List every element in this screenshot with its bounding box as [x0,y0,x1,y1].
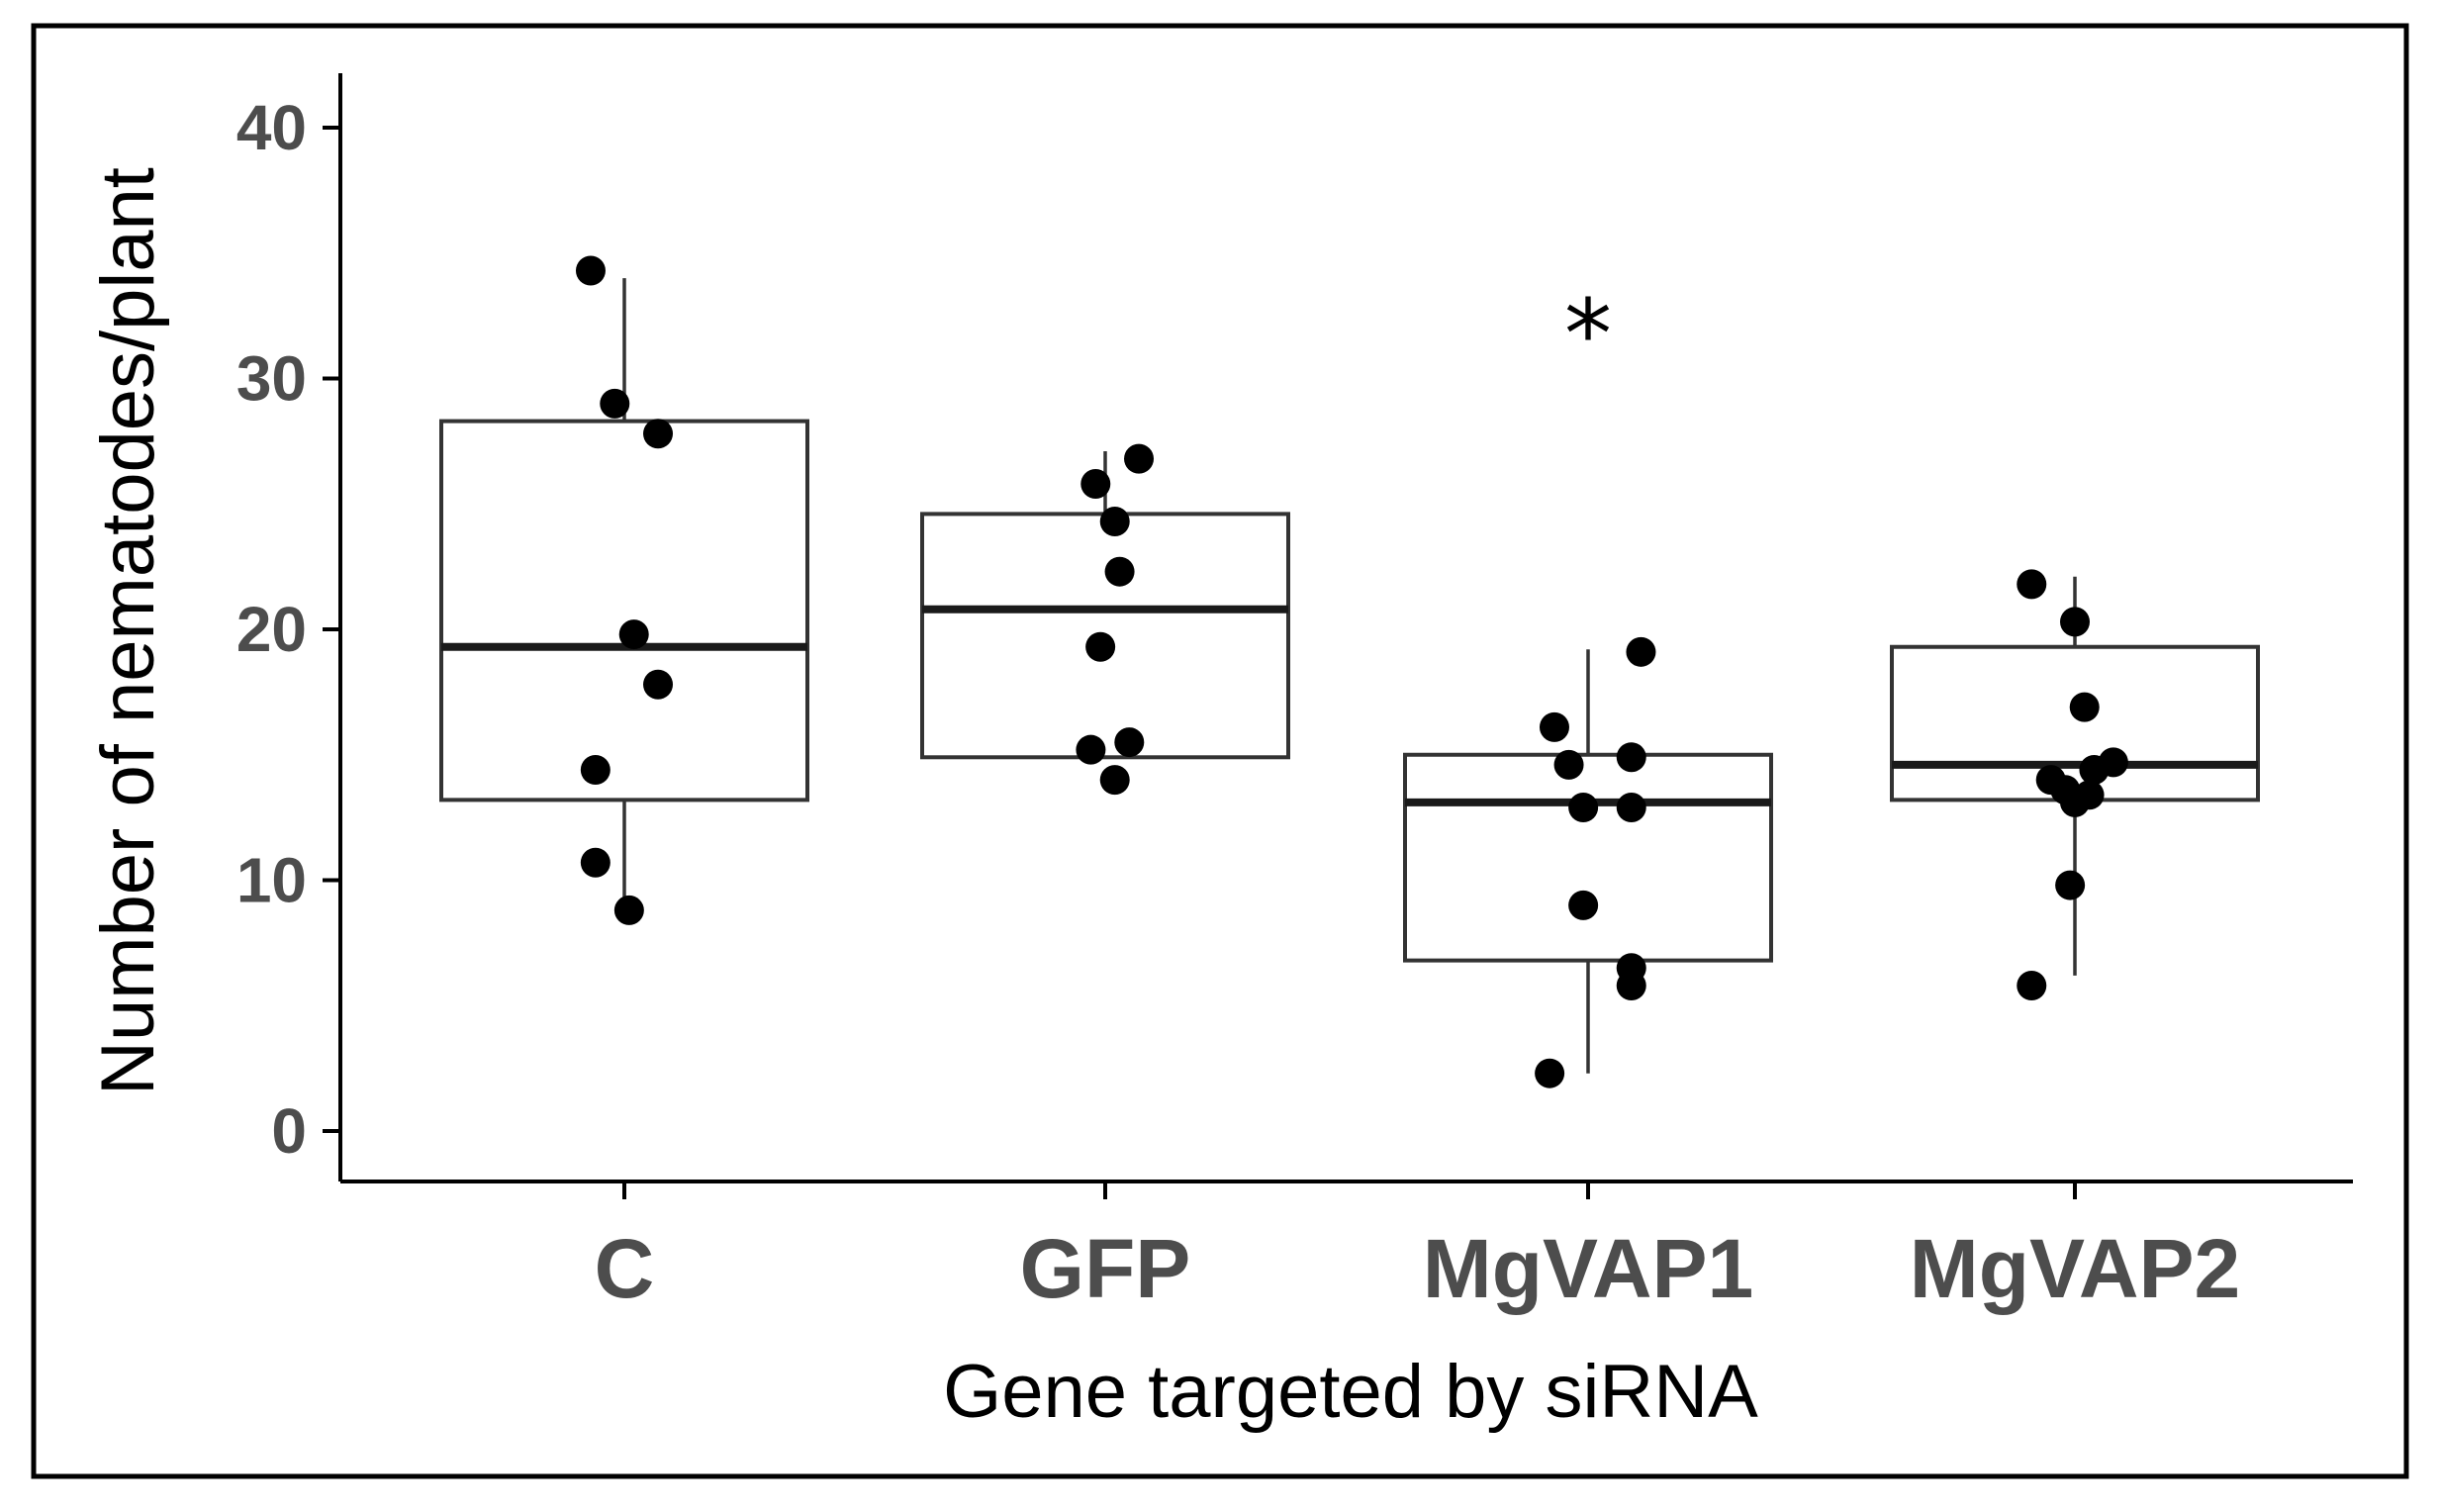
data-point [2055,870,2086,900]
data-point [1539,711,1569,742]
group-gfp [920,443,1290,796]
data-point [1114,727,1145,758]
x-axis: C GFP MgVAP1 MgVAP2 [340,1180,2353,1315]
group-mgvap1 [1403,636,1773,1088]
data-point [613,895,644,925]
data-point [575,255,606,286]
iqr-box [1403,752,1773,963]
data-point [618,619,649,650]
plot-area: * [439,255,2260,1088]
significance-asterisk: * [1564,279,1612,390]
data-point [580,847,610,878]
y-tick-label: 20 [236,594,307,665]
x-tick-label: MgVAP1 [1423,1222,1753,1315]
data-point [1616,742,1646,773]
y-axis: 0 10 20 30 40 [236,73,342,1181]
data-point [1568,792,1599,822]
data-point [1080,468,1111,499]
y-tick-label: 0 [271,1095,307,1167]
data-point [2060,787,2090,817]
data-point [1104,556,1135,587]
data-point [2079,754,2110,785]
data-point [1553,749,1584,780]
y-tick-label: 40 [236,92,307,163]
figure-frame [31,23,2409,1479]
y-tick-label: 30 [236,343,307,415]
data-point [643,669,674,700]
y-axis-title: Number of nematodes/plant [86,167,170,1095]
x-tick-label: MgVAP2 [1910,1222,2240,1315]
y-tick-label: 10 [236,845,307,916]
x-axis-title: Gene targeted by siRNA [943,1350,1758,1434]
data-point [1616,970,1646,1000]
data-point [2060,607,2090,637]
x-tick-label: C [595,1222,655,1315]
x-tick-label: GFP [1020,1222,1191,1315]
iqr-box [439,419,809,803]
data-point [1085,631,1116,662]
data-point [1099,506,1130,536]
data-point [2017,970,2047,1000]
group-mgvap2 [1890,569,2260,1000]
data-point [1616,792,1646,822]
data-point [2069,692,2100,722]
data-point [1626,636,1656,667]
data-point [1076,734,1106,765]
iqr-box [1890,644,2260,803]
data-point [1124,443,1155,474]
data-point [2017,569,2047,600]
data-point [580,754,610,785]
data-point [1535,1058,1565,1088]
data-point [643,419,674,449]
data-point [1099,765,1130,796]
group-c [439,255,809,925]
data-point [1568,890,1599,920]
data-point [600,388,630,419]
